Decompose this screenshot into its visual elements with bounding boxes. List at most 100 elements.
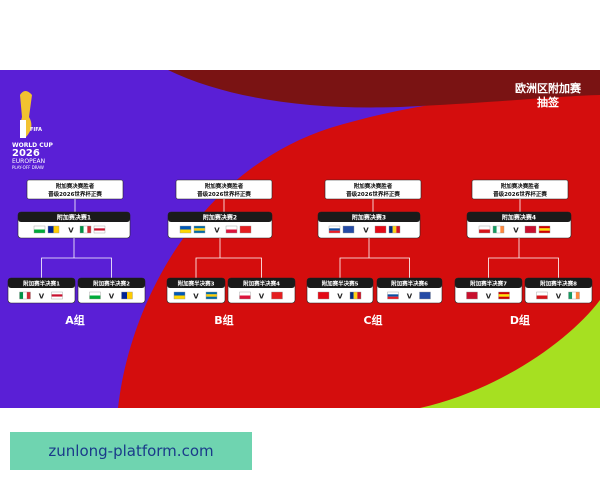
flag [206,294,217,297]
flag [539,226,550,229]
flag [479,226,490,230]
flag-border [349,291,362,300]
winner-text: 晋级2026世界杯正赛 [197,190,251,198]
flag [34,226,45,230]
final-header [18,212,130,222]
logo-shape [20,120,26,138]
flag [350,292,354,299]
flag-border [492,225,505,234]
flag-border [524,225,537,234]
infographic: WORLD CUP 2026 EUROPEAN PLAY-OFF DRAW FI… [0,70,600,408]
flag [48,226,54,233]
winner-text: 附加赛决赛胜者 [501,182,540,190]
logo-text: EUROPEAN [12,158,45,165]
watermark: zunlong-platform.com [10,432,252,470]
flag [174,295,185,299]
flag-border [498,291,510,300]
flag [240,226,251,233]
bg-red [118,92,600,408]
versus: V [556,293,562,301]
flag [568,292,573,299]
flag [353,292,358,299]
connector [339,238,410,278]
semi-title: 附加赛半决赛2 [93,280,130,288]
semi-title: 附加赛半决赛3 [178,280,215,288]
semi-header [377,278,442,288]
flag-border [271,291,283,300]
group-label: C组 [363,313,382,327]
flag-border [536,291,548,300]
flag [239,295,251,299]
flag [206,296,217,299]
flag [466,292,478,299]
semi-title: 附加赛半决赛7 [470,280,507,288]
versus: V [214,227,220,235]
bg-darkred [168,70,600,108]
semi-title: 附加赛半决赛8 [540,280,577,288]
flag [392,226,397,233]
flag-border [317,291,330,300]
flag [498,296,510,299]
versus: V [39,293,45,301]
flag [575,292,580,299]
flag-border [89,291,101,300]
versus: V [259,293,265,301]
final-title: 附加赛决赛1 [57,214,91,222]
flag [87,226,91,233]
connector [195,238,262,278]
flag [80,226,84,233]
logo-text: WORLD CUP [12,142,54,149]
flag [572,292,576,299]
flag [51,294,63,297]
versus: V [486,293,492,301]
flag-border [121,291,133,300]
winner-text: 晋级2026世界杯正赛 [346,190,400,198]
flag [329,226,340,229]
flag [387,292,399,295]
flag-border [328,225,341,234]
semi-header [455,278,522,288]
flag [51,296,63,299]
group-label: A组 [65,313,85,327]
final-header [168,212,272,222]
flag [239,292,251,296]
flag [500,226,504,233]
connector [41,238,112,278]
flag [387,296,399,299]
flag-border [538,225,551,234]
bg-green [420,300,600,408]
flag [127,292,133,299]
logo-text: 2026 [12,148,40,159]
flag [206,292,217,295]
semi-header [307,278,373,288]
final-title: 附加赛决赛3 [352,214,386,222]
flag [357,292,361,299]
flag [94,230,105,233]
flag-border [179,225,192,234]
flag [539,228,550,231]
flag [539,230,550,233]
final-title: 附加赛决赛2 [203,214,237,222]
flag [94,226,105,229]
flag-border [93,225,106,234]
winner-text: 晋级2026世界杯正赛 [48,190,102,198]
flag [318,292,329,299]
flag [496,226,501,233]
semi-header [228,278,295,288]
flag [26,292,31,299]
flag-border [173,291,186,300]
flag [536,292,548,296]
semi-title: 附加赛半决赛4 [243,280,280,288]
flag [396,226,400,233]
versus: V [193,293,199,301]
winner-text: 附加赛决赛胜者 [56,182,95,190]
flag [174,292,185,296]
flag [83,226,88,233]
flag-border [419,291,431,300]
flag-border [225,225,238,234]
versus: V [407,293,413,301]
flag [375,226,386,233]
flag-border [374,225,387,234]
semi-title: 附加赛半决赛5 [322,280,359,288]
versus: V [68,227,74,235]
